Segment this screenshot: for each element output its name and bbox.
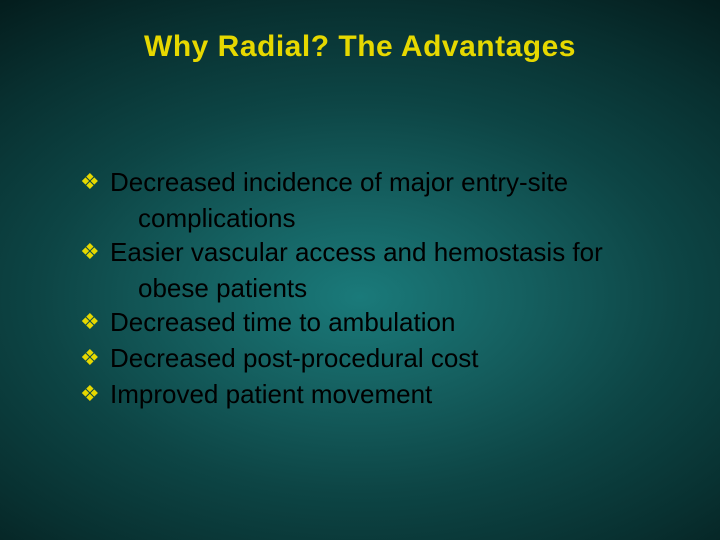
- list-item-text: Decreased post-procedural cost: [110, 341, 660, 375]
- diamond-bullet-icon: ❖: [80, 165, 110, 199]
- diamond-bullet-icon: ❖: [80, 235, 110, 269]
- slide: Why Radial? The Advantages ❖ Decreased i…: [0, 0, 720, 540]
- list-item-text: Decreased incidence of major entry-site: [110, 165, 660, 199]
- slide-title: Why Radial? The Advantages: [0, 30, 720, 64]
- list-item: ❖ Decreased post-procedural cost: [80, 341, 660, 375]
- list-item-continuation: obese patients: [80, 271, 660, 305]
- diamond-bullet-icon: ❖: [80, 377, 110, 411]
- list-item: ❖ Easier vascular access and hemostasis …: [80, 235, 660, 269]
- list-item: ❖ Improved patient movement: [80, 377, 660, 411]
- list-item-text: Improved patient movement: [110, 377, 660, 411]
- slide-body: ❖ Decreased incidence of major entry-sit…: [80, 165, 660, 413]
- list-item: ❖ Decreased time to ambulation: [80, 305, 660, 339]
- list-item-text: Decreased time to ambulation: [110, 305, 660, 339]
- list-item-text: Easier vascular access and hemostasis fo…: [110, 235, 660, 269]
- list-item: ❖ Decreased incidence of major entry-sit…: [80, 165, 660, 199]
- list-item-continuation: complications: [80, 201, 660, 235]
- diamond-bullet-icon: ❖: [80, 305, 110, 339]
- diamond-bullet-icon: ❖: [80, 341, 110, 375]
